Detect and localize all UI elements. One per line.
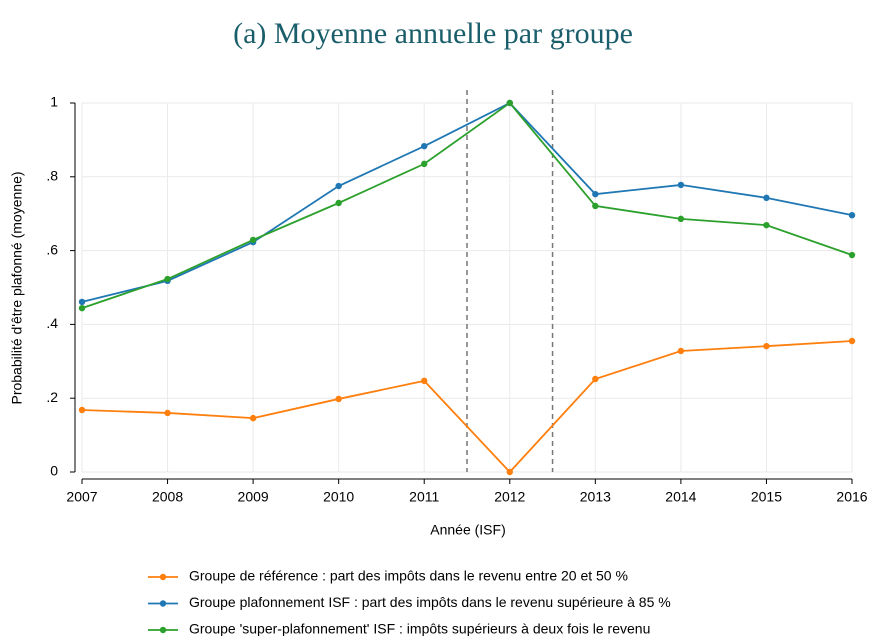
- data-point: [848, 337, 856, 345]
- data-point: [848, 211, 856, 219]
- y-tick-label: .6: [46, 241, 58, 257]
- data-point: [164, 275, 171, 283]
- x-tick-label: 2012: [494, 489, 525, 505]
- data-point: [763, 221, 770, 229]
- x-tick-label: 2010: [323, 489, 354, 505]
- series-line: [81, 101, 853, 310]
- data-point: [592, 202, 599, 210]
- data-point: [335, 199, 342, 207]
- data-point: [249, 414, 257, 422]
- y-tick-label: .2: [46, 389, 58, 405]
- x-tick-label: 2014: [665, 489, 696, 505]
- x-tick-label: 2008: [152, 489, 183, 505]
- data-point: [164, 409, 171, 417]
- data-point: [763, 194, 770, 202]
- series-line: [81, 340, 853, 474]
- data-point: [421, 160, 428, 168]
- x-tick-label: 2015: [751, 489, 782, 505]
- y-axis-label: Probabilité d'être plafonné (moyenne): [9, 171, 25, 404]
- data-point: [249, 236, 257, 244]
- data-point: [78, 304, 86, 312]
- data-point: [848, 251, 856, 259]
- data-point: [78, 298, 86, 306]
- data-point: [335, 182, 342, 190]
- data-point: [421, 377, 428, 385]
- y-tick-label: 1: [50, 94, 58, 110]
- data-point: [763, 342, 770, 350]
- legend-swatch: [159, 626, 167, 634]
- series-line: [81, 101, 853, 303]
- x-tick-label: 2011: [409, 489, 439, 505]
- data-point: [335, 395, 342, 403]
- data-point: [592, 190, 599, 198]
- legend-label: Groupe plafonnement ISF : part des impôt…: [189, 594, 671, 610]
- x-tick-label: 2013: [580, 489, 611, 505]
- legend-label: Groupe de référence : part des impôts da…: [189, 568, 628, 584]
- data-point: [677, 347, 685, 355]
- data-point: [78, 406, 86, 414]
- x-tick-label: 2009: [238, 489, 269, 505]
- legend-label: Groupe 'super-plafonnement' ISF : impôts…: [189, 621, 650, 636]
- data-point: [421, 142, 428, 150]
- x-tick-label: 2016: [836, 489, 867, 505]
- y-tick-label: .4: [46, 315, 58, 331]
- chart-title: (a) Moyenne annuelle par groupe: [233, 17, 633, 50]
- y-tick-label: 0: [50, 463, 58, 479]
- data-point: [592, 375, 599, 383]
- legend-swatch: [159, 573, 167, 581]
- y-tick-label: .8: [46, 168, 58, 184]
- data-point: [506, 468, 513, 476]
- x-axis-label: Année (ISF): [430, 522, 505, 538]
- data-point: [677, 215, 685, 223]
- data-point: [677, 181, 685, 189]
- x-tick-label: 2007: [66, 489, 97, 505]
- data-point: [506, 99, 513, 107]
- legend-swatch: [159, 600, 167, 607]
